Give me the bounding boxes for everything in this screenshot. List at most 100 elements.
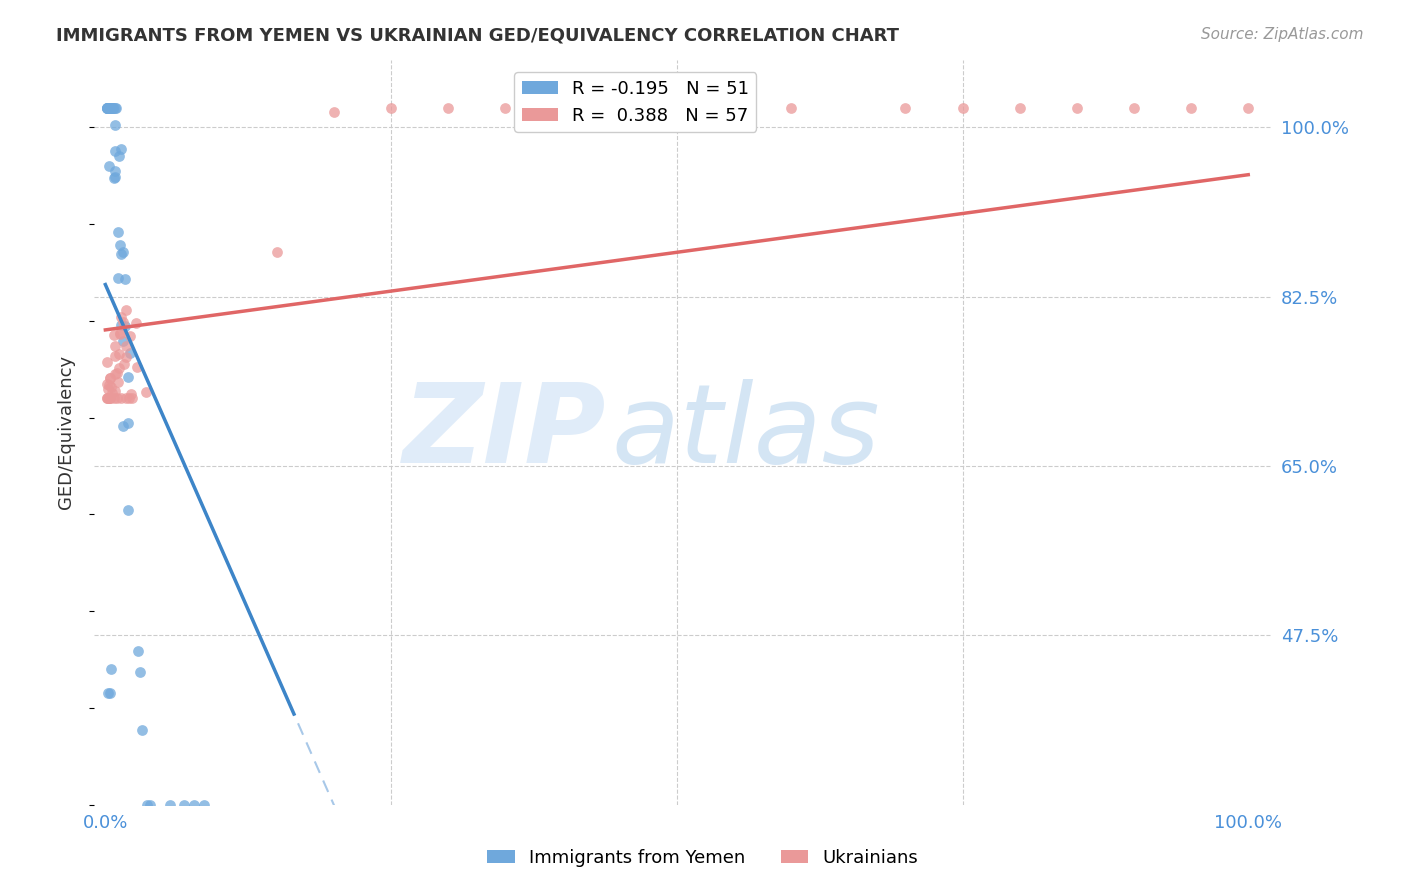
Point — [98, 378, 121, 392]
Point — [1123, 101, 1146, 115]
Point — [101, 101, 124, 115]
Point — [111, 315, 134, 329]
Point — [96, 101, 118, 115]
Point — [111, 334, 134, 348]
Point — [97, 391, 120, 405]
Point — [117, 417, 139, 431]
Point — [98, 391, 121, 405]
Point — [100, 662, 122, 676]
Point — [104, 144, 127, 158]
Point — [110, 142, 132, 156]
Point — [104, 169, 127, 184]
Text: IMMIGRANTS FROM YEMEN VS UKRAINIAN GED/EQUIVALENCY CORRELATION CHART: IMMIGRANTS FROM YEMEN VS UKRAINIAN GED/E… — [56, 27, 900, 45]
Point — [118, 346, 141, 360]
Point — [110, 318, 132, 332]
Point — [136, 797, 159, 812]
Point — [120, 328, 142, 343]
Point — [183, 797, 205, 812]
Point — [100, 101, 122, 115]
Point — [1066, 101, 1088, 115]
Point — [110, 310, 132, 324]
Point — [97, 101, 120, 115]
Point — [107, 376, 129, 390]
Point — [96, 101, 118, 115]
Point — [114, 351, 136, 365]
Point — [98, 391, 121, 405]
Point — [780, 101, 803, 115]
Point — [107, 225, 129, 239]
Point — [665, 101, 688, 115]
Point — [117, 391, 139, 405]
Point — [551, 101, 574, 115]
Point — [98, 371, 121, 385]
Point — [96, 391, 118, 405]
Point — [97, 101, 120, 115]
Point — [110, 391, 132, 405]
Point — [1180, 101, 1202, 115]
Point — [100, 101, 122, 115]
Point — [114, 391, 136, 405]
Point — [96, 101, 118, 115]
Point — [173, 797, 195, 812]
Point — [108, 327, 131, 342]
Point — [952, 101, 974, 115]
Text: atlas: atlas — [612, 378, 880, 485]
Point — [104, 384, 127, 399]
Point — [96, 101, 118, 115]
Point — [101, 386, 124, 401]
Point — [103, 328, 125, 343]
Point — [104, 164, 127, 178]
Point — [894, 101, 917, 115]
Point — [103, 101, 125, 115]
Point — [96, 354, 118, 368]
Point — [100, 371, 122, 385]
Point — [97, 101, 120, 115]
Point — [96, 101, 118, 115]
Point — [98, 686, 121, 700]
Point — [104, 349, 127, 363]
Point — [266, 244, 288, 259]
Legend: R = -0.195   N = 51, R =  0.388   N = 57: R = -0.195 N = 51, R = 0.388 N = 57 — [515, 72, 756, 132]
Point — [159, 797, 181, 812]
Point — [108, 360, 131, 375]
Point — [108, 238, 131, 252]
Point — [135, 385, 157, 400]
Point — [103, 391, 125, 405]
Text: ZIP: ZIP — [402, 378, 606, 485]
Point — [127, 643, 149, 657]
Point — [105, 391, 128, 405]
Point — [125, 317, 148, 331]
Point — [100, 380, 122, 394]
Point — [117, 369, 139, 384]
Point — [114, 357, 136, 371]
Point — [121, 391, 143, 405]
Point — [104, 367, 127, 381]
Y-axis label: GED/Equivalency: GED/Equivalency — [58, 355, 75, 509]
Point — [96, 391, 118, 405]
Point — [1237, 101, 1260, 115]
Point — [107, 149, 129, 163]
Point — [117, 502, 139, 516]
Point — [139, 797, 162, 812]
Point — [98, 101, 121, 115]
Point — [1008, 101, 1031, 115]
Point — [105, 101, 128, 115]
Point — [98, 101, 121, 115]
Point — [112, 419, 135, 434]
Point — [114, 272, 136, 286]
Point — [105, 366, 128, 380]
Point — [193, 797, 215, 812]
Point — [131, 723, 153, 737]
Point — [125, 360, 148, 375]
Legend: Immigrants from Yemen, Ukrainians: Immigrants from Yemen, Ukrainians — [481, 842, 925, 874]
Point — [114, 339, 136, 353]
Point — [108, 347, 131, 361]
Point — [114, 318, 136, 333]
Point — [104, 118, 127, 132]
Point — [110, 247, 132, 261]
Point — [97, 382, 120, 396]
Point — [104, 338, 127, 352]
Point — [96, 376, 118, 391]
Point — [104, 101, 127, 115]
Point — [108, 326, 131, 340]
